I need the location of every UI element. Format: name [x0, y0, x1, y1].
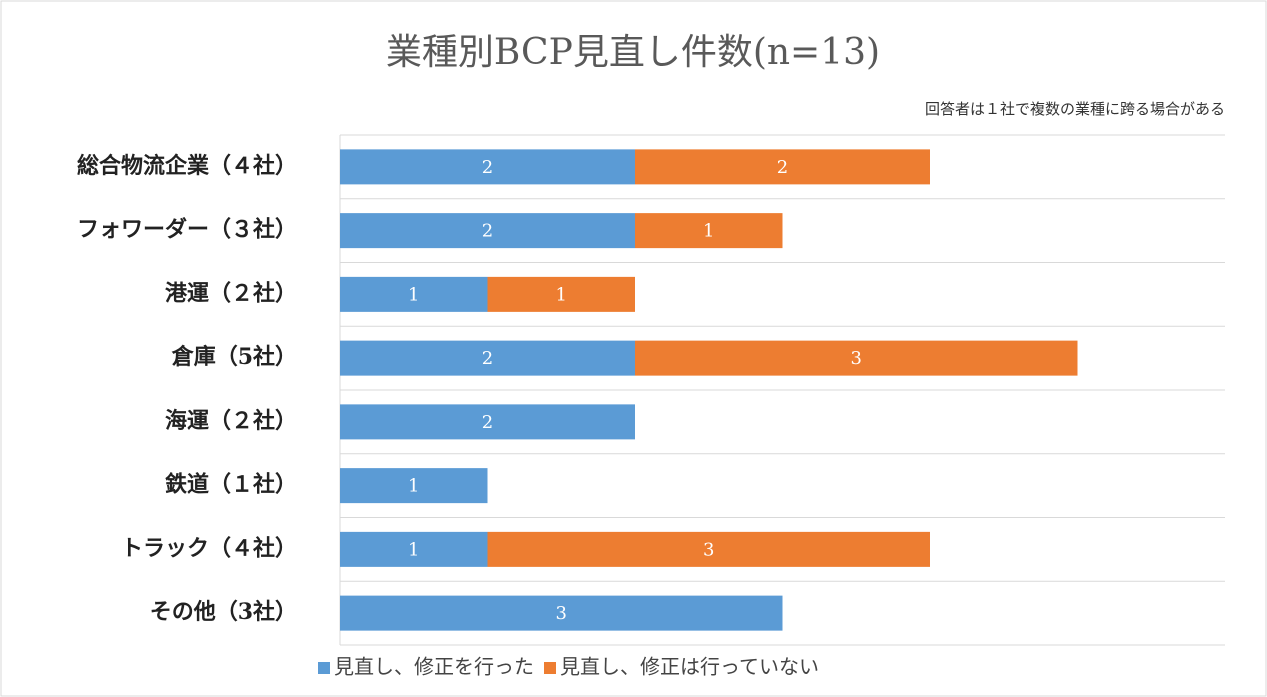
y-tick-label: その他（3社） [150, 599, 297, 625]
bar-segment [635, 149, 930, 185]
y-tick-label: トラック（４社） [121, 535, 297, 561]
data-label: 2 [482, 157, 493, 178]
y-tick-label: フォワーダー（３社） [77, 217, 297, 243]
y-tick-label: 倉庫（5社） [171, 344, 297, 370]
legend-swatch [318, 662, 330, 674]
data-label: 2 [482, 348, 493, 369]
bar-segment [340, 149, 635, 185]
bar-segment [340, 468, 488, 504]
bar-segment [340, 531, 488, 567]
bar-segment [340, 213, 635, 249]
data-label: 2 [482, 412, 493, 433]
data-label: 1 [703, 221, 714, 242]
data-label: 3 [703, 539, 714, 560]
legend-label: 見直し、修正を行った [334, 655, 534, 679]
annotation: 回答者は１社で複数の業種に跨る場合がある [925, 100, 1225, 118]
chart-title: 業種別BCP見直し件数(n=13) [386, 32, 880, 73]
bar-segment [635, 340, 1078, 376]
y-tick-label: 総合物流企業（４社） [77, 153, 297, 179]
data-label: 2 [777, 157, 788, 178]
data-label: 3 [851, 348, 862, 369]
bar-segment [635, 213, 783, 249]
legend-swatch [544, 662, 556, 674]
bar-segment [487, 276, 635, 312]
y-tick-label: 海運（２社） [165, 408, 297, 434]
bar-segment [487, 531, 930, 567]
data-label: 1 [408, 284, 419, 305]
bar-segment [340, 595, 783, 631]
bar-segment [340, 404, 635, 440]
legend-label: 見直し、修正は行っていない [560, 655, 819, 679]
data-label: 2 [482, 221, 493, 242]
data-label: 1 [408, 539, 419, 560]
y-tick-label: 港運（２社） [165, 280, 297, 306]
bar-segment [340, 276, 488, 312]
data-label: 1 [408, 476, 419, 497]
y-tick-label: 鉄道（１社） [165, 472, 297, 498]
bar-segment [340, 340, 635, 376]
data-label: 3 [556, 603, 567, 624]
data-label: 1 [556, 284, 567, 305]
